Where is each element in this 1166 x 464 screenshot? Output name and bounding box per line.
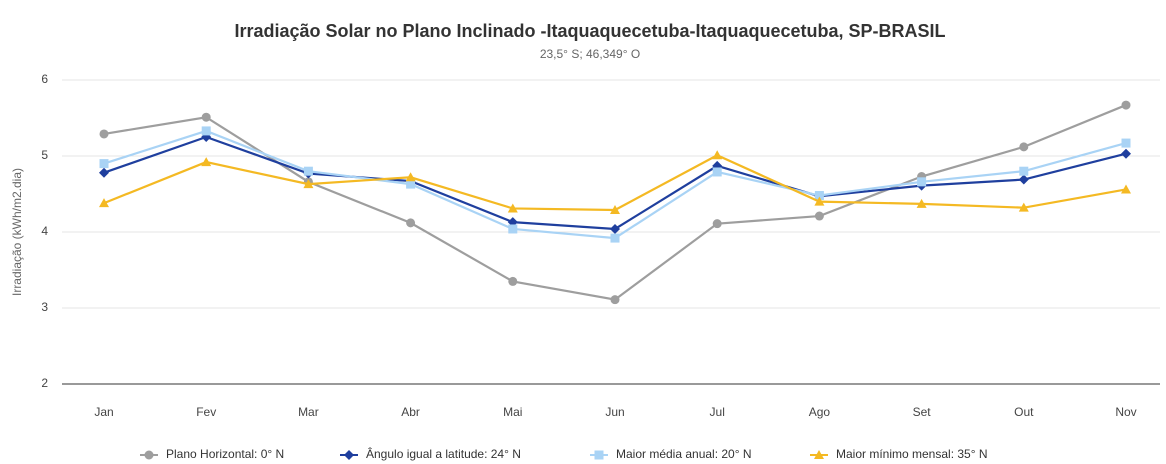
point [507, 203, 518, 213]
point [1121, 148, 1131, 159]
point [917, 177, 927, 187]
point [712, 150, 723, 160]
x-tick-label: Ago [809, 405, 831, 419]
point [1018, 174, 1029, 185]
y-tick-label: 3 [41, 300, 48, 314]
x-tick-label: Fev [196, 405, 216, 419]
x-tick-label: Abr [401, 405, 420, 419]
point [610, 295, 620, 305]
legend-label: Maior média anual: 20° N [616, 447, 752, 461]
point [1019, 166, 1029, 176]
legend-label: Plano Horizontal: 0° N [166, 447, 284, 461]
point [99, 167, 109, 178]
point [814, 196, 825, 206]
x-tick-label: Jan [94, 405, 113, 419]
y-axis-label: Irradiação (kWh/m2.dia) [10, 168, 24, 296]
point [814, 211, 824, 221]
point [201, 112, 211, 122]
legend-label: Maior mínimo mensal: 35° N [836, 447, 988, 461]
point [610, 223, 620, 234]
y-tick-label: 4 [41, 224, 48, 238]
y-tick-label: 6 [41, 72, 48, 86]
point [144, 450, 154, 460]
point [508, 276, 518, 286]
chart-title: Irradiação Solar no Plano Inclinado -Ita… [234, 21, 945, 41]
point [814, 191, 824, 201]
point [610, 204, 620, 214]
legend-label: Ângulo igual a latitude: 24° N [366, 446, 521, 461]
x-tick-label: Set [913, 405, 932, 419]
point [1018, 202, 1029, 212]
point [1019, 142, 1029, 152]
point [712, 167, 722, 177]
series-line [103, 129, 1127, 240]
point [1121, 184, 1131, 194]
x-tick-label: Nov [1115, 405, 1136, 419]
point [1121, 100, 1131, 110]
point [303, 179, 314, 189]
point [594, 450, 604, 460]
point [814, 450, 824, 459]
point [406, 218, 416, 228]
y-tick-label: 5 [41, 148, 48, 162]
series-line [103, 104, 1127, 301]
x-tick-label: Out [1014, 405, 1034, 419]
x-tick-label: Jul [710, 405, 725, 419]
point [916, 198, 927, 208]
x-tick-label: Jun [605, 405, 624, 419]
point [406, 179, 416, 189]
point [508, 224, 518, 234]
point [201, 157, 212, 167]
point [303, 166, 313, 176]
point [405, 172, 416, 182]
point [201, 126, 211, 136]
y-tick-label: 2 [41, 376, 48, 390]
point [344, 450, 354, 460]
point [712, 219, 722, 229]
point [99, 129, 109, 139]
x-tick-label: Mai [503, 405, 522, 419]
point [99, 198, 109, 208]
x-tick-label: Mar [298, 405, 319, 419]
chart-subtitle: 23,5° S; 46,349° O [540, 47, 640, 61]
point [1121, 138, 1131, 148]
point [99, 159, 109, 169]
point [610, 233, 620, 243]
